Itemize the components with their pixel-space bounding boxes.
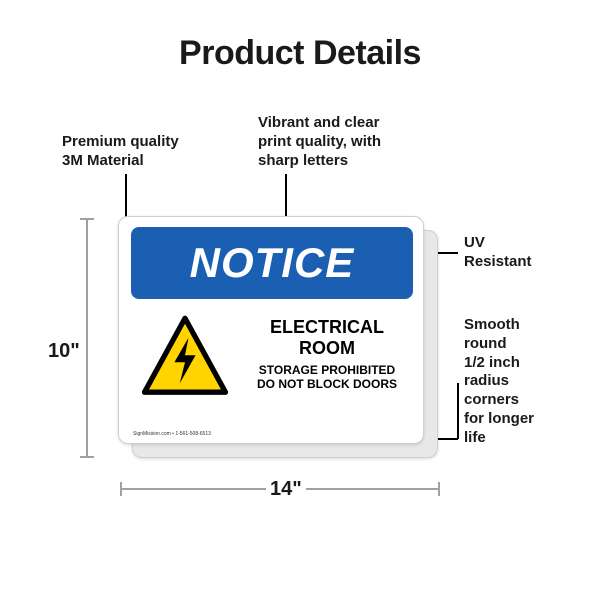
callout-uv: UV Resistant xyxy=(464,234,532,272)
sign-body-line: ELECTRICAL xyxy=(241,317,413,338)
callout-line: sharp letters xyxy=(258,152,381,171)
callout-line: 3M Material xyxy=(62,152,179,171)
sign-front: NOTICE ELECTRICAL ROOM STORAGE PROHIBITE… xyxy=(118,216,424,444)
callout-line: round xyxy=(464,335,534,354)
sign-footer: SignMission.com • 1-561-508-6513 xyxy=(133,431,211,437)
leader-line xyxy=(457,383,459,439)
sign-body-line: STORAGE PROHIBITED xyxy=(241,364,413,378)
callout-line: UV xyxy=(464,234,532,253)
sign-body-line: DO NOT BLOCK DOORS xyxy=(241,378,413,392)
dim-height-label: 10" xyxy=(46,340,82,363)
callout-line: Vibrant and clear xyxy=(258,114,381,133)
page-title: Product Details xyxy=(0,34,600,73)
callout-line: Resistant xyxy=(464,253,532,272)
callout-line: print quality, with xyxy=(258,133,381,152)
dim-width-label: 14" xyxy=(266,478,306,501)
callout-corners: Smooth round 1/2 inch radius corners for… xyxy=(464,316,534,447)
callout-line: Premium quality xyxy=(62,133,179,152)
notice-header-text: NOTICE xyxy=(190,239,355,287)
callout-line: radius xyxy=(464,372,534,391)
callout-line: Smooth xyxy=(464,316,534,335)
callout-premium: Premium quality 3M Material xyxy=(62,133,179,171)
dim-tick xyxy=(438,482,440,496)
callout-line: corners xyxy=(464,391,534,410)
notice-header: NOTICE xyxy=(131,227,413,299)
dim-tick xyxy=(80,456,94,458)
sign-body-line: ROOM xyxy=(241,338,413,359)
electrical-hazard-icon xyxy=(141,313,229,401)
dim-line-vertical xyxy=(86,218,88,458)
callout-vibrant: Vibrant and clear print quality, with sh… xyxy=(258,114,381,170)
callout-line: 1/2 inch xyxy=(464,354,534,373)
dim-tick xyxy=(120,482,122,496)
dim-tick xyxy=(80,218,94,220)
callout-line: life xyxy=(464,429,534,448)
sign-body: ELECTRICAL ROOM STORAGE PROHIBITED DO NO… xyxy=(241,317,413,392)
callout-line: for longer xyxy=(464,410,534,429)
